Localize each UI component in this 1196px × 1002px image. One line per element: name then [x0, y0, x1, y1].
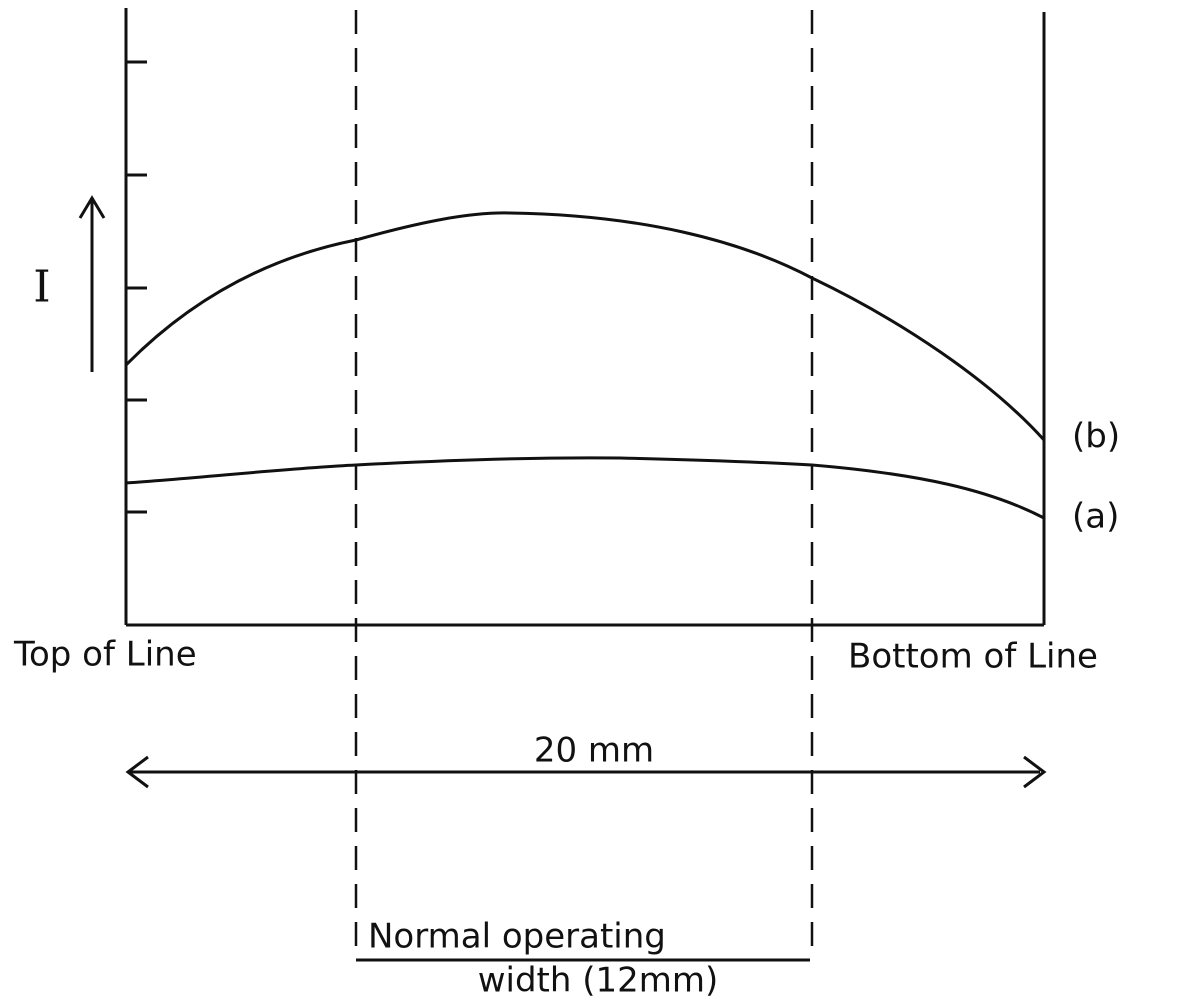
- y-label: I: [33, 262, 50, 313]
- x-label-right: Bottom of Line: [848, 637, 1098, 677]
- up-arrow-head: [78, 195, 106, 219]
- curve-a: [125, 456, 1045, 520]
- operating-label: width (12mm): [478, 961, 719, 1001]
- x-label-left: Top of Line: [13, 635, 197, 675]
- curve-label: (b): [1072, 417, 1120, 457]
- curve-label: (a): [1072, 497, 1119, 537]
- span-arrow-head: [125, 755, 149, 789]
- span-arrow-head: [1023, 755, 1047, 789]
- ticks: [126, 60, 147, 514]
- span-label: 20 mm: [534, 731, 654, 771]
- operating-label: Normal operating: [368, 917, 666, 957]
- curve-b: [124, 211, 1046, 442]
